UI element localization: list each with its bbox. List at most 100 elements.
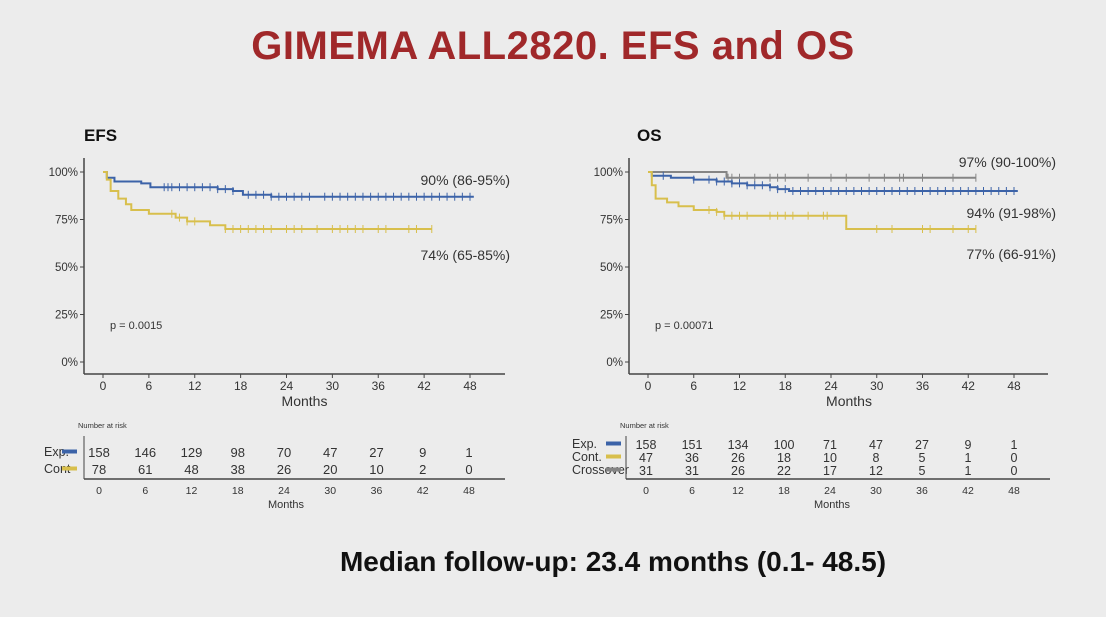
survival-curve-exp (103, 171, 474, 198)
risk-row-swatch (606, 454, 621, 459)
risk-count: 17 (823, 464, 837, 478)
risk-count: 20 (323, 462, 337, 477)
risk-count: 27 (915, 438, 929, 452)
risk-table-x-label: Months (814, 499, 851, 511)
risk-count: 5 (919, 451, 926, 465)
risk-time-label: 36 (916, 485, 928, 497)
survival-estimate-label: 97% (90-100%) (959, 154, 1056, 170)
risk-time-label: 24 (278, 485, 290, 497)
survival-estimate-label: 77% (66-91%) (967, 246, 1057, 262)
risk-count: 9 (419, 445, 426, 460)
risk-count: 1 (465, 445, 472, 460)
risk-count: 1 (965, 464, 972, 478)
risk-count: 9 (965, 438, 972, 452)
x-axis-label: Months (826, 393, 872, 409)
risk-row-swatch (606, 441, 621, 446)
risk-count: 2 (419, 462, 426, 477)
y-tick-label: 100% (594, 167, 623, 179)
y-tick-label: 25% (600, 310, 623, 322)
x-axis-label: Months (282, 393, 328, 409)
risk-count: 38 (231, 462, 245, 477)
risk-time-label: 24 (824, 485, 836, 497)
risk-count: 146 (134, 445, 156, 460)
x-tick-label: 36 (916, 379, 930, 393)
risk-time-label: 30 (324, 485, 336, 497)
x-tick-label: 12 (188, 379, 202, 393)
risk-row-swatch (62, 466, 77, 471)
risk-count: 36 (685, 451, 699, 465)
x-tick-label: 48 (1007, 379, 1021, 393)
x-tick-label: 6 (690, 379, 697, 393)
risk-count: 26 (731, 451, 745, 465)
risk-count: 10 (369, 462, 383, 477)
number-at-risk-table: Number at risk Exp. 158 146 129 98 70 47 27 9 1 Con… (44, 421, 505, 511)
risk-time-label: 48 (1008, 485, 1020, 497)
x-tick-label: 30 (326, 379, 340, 393)
y-tick-label: 75% (55, 215, 78, 227)
risk-time-label: 18 (778, 485, 790, 497)
risk-time-label: 12 (186, 485, 198, 497)
risk-time-label: 42 (417, 485, 429, 497)
y-tick-label: 0% (61, 357, 78, 369)
risk-time-label: 36 (371, 485, 383, 497)
risk-time-label: 18 (232, 485, 244, 497)
x-tick-label: 18 (779, 379, 793, 393)
risk-time-label: 42 (962, 485, 974, 497)
chart-title: EFS (84, 126, 117, 145)
chart-title: OS (637, 126, 662, 145)
median-follow-up: Median follow-up: 23.4 months (0.1- 48.5… (339, 546, 887, 577)
survival-curve-cont (648, 171, 976, 230)
risk-count: 48 (184, 462, 198, 477)
risk-count: 47 (869, 438, 883, 452)
risk-table-title: Number at risk (78, 421, 127, 430)
x-tick-label: 42 (962, 379, 976, 393)
risk-time-label: 30 (870, 485, 882, 497)
p-value: p = 0.0015 (110, 320, 162, 332)
risk-count: 0 (1011, 451, 1018, 465)
risk-count: 61 (138, 462, 152, 477)
risk-row-label: Cont (44, 462, 71, 476)
risk-count: 71 (823, 438, 837, 452)
risk-count: 26 (731, 464, 745, 478)
y-tick-label: 50% (600, 262, 623, 274)
risk-count: 1 (1011, 438, 1018, 452)
risk-row-label: Exp. (44, 445, 69, 459)
risk-count: 151 (682, 438, 703, 452)
risk-count: 10 (823, 451, 837, 465)
risk-time-label: 12 (732, 485, 744, 497)
survival-estimate-label: 94% (91-98%) (967, 205, 1057, 221)
x-tick-label: 36 (372, 379, 386, 393)
x-tick-label: 6 (146, 379, 153, 393)
x-tick-label: 42 (417, 379, 431, 393)
survival-estimate-label: 74% (65-85%) (421, 247, 511, 263)
risk-count: 70 (277, 445, 291, 460)
risk-count: 8 (873, 451, 880, 465)
risk-count: 18 (777, 451, 791, 465)
x-tick-label: 0 (100, 379, 107, 393)
km-chart-os: OS0%25%50%75%100%0 6 12 18 24 30 36 42 48Monthsp… (572, 126, 1056, 511)
risk-count: 27 (369, 445, 383, 460)
y-tick-label: 50% (55, 262, 78, 274)
risk-count: 12 (869, 464, 883, 478)
risk-count: 0 (1011, 464, 1018, 478)
survival-curve-cont (103, 171, 432, 230)
risk-count: 158 (636, 438, 657, 452)
risk-count: 78 (92, 462, 106, 477)
y-tick-label: 75% (600, 215, 623, 227)
risk-count: 47 (639, 451, 653, 465)
survival-curve-exp (648, 171, 1018, 192)
x-tick-label: 0 (645, 379, 652, 393)
risk-time-label: 6 (142, 485, 148, 497)
risk-count: 98 (231, 445, 245, 460)
risk-count: 158 (88, 445, 110, 460)
risk-time-label: 0 (96, 485, 102, 497)
slide-title: GIMEMA ALL2820. EFS and OS (251, 24, 855, 68)
risk-count: 5 (919, 464, 926, 478)
risk-count: 100 (774, 438, 795, 452)
risk-count: 0 (465, 462, 472, 477)
risk-count: 134 (728, 438, 749, 452)
survival-estimate-label: 90% (86-95%) (421, 172, 511, 188)
